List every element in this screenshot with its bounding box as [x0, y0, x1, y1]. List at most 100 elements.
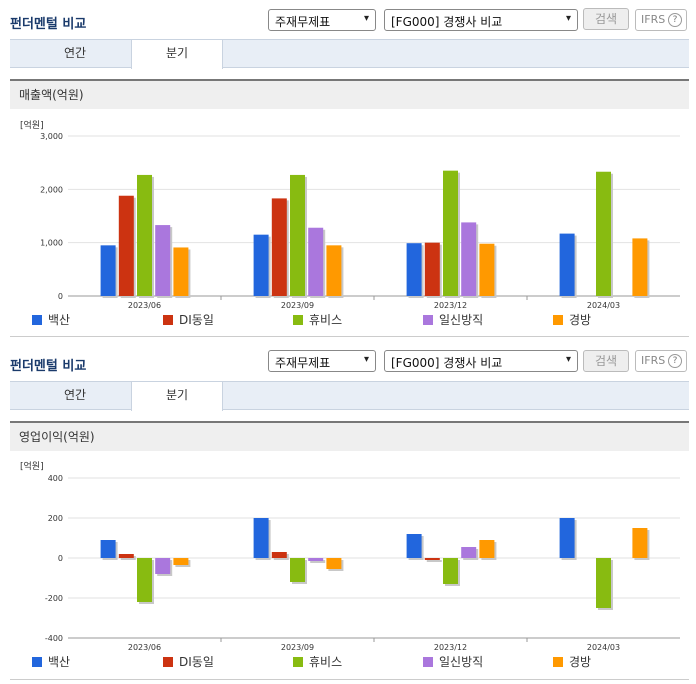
bar-shadow [426, 560, 442, 562]
panel-title: 펀더멘털 비교 [10, 17, 87, 32]
bar [137, 558, 152, 602]
compare-select-value: [FG000] 경쟁사 비교 [391, 15, 503, 29]
compare-select-value: [FG000] 경쟁사 비교 [391, 356, 503, 370]
help-icon: ? [668, 354, 682, 368]
y-tick-label: 400 [48, 474, 63, 483]
chart-title: 매출액(억원) [10, 79, 689, 109]
bar [479, 540, 495, 558]
bar [632, 528, 648, 558]
legend-label: DI동일 [179, 313, 214, 327]
tab-quarterly[interactable]: 분기 [131, 40, 223, 69]
divider [10, 336, 689, 337]
bar [308, 227, 324, 296]
chart-title: 영업이익(억원) [10, 421, 689, 451]
bar [290, 174, 305, 296]
y-tick-label: 1,000 [40, 239, 63, 248]
legend-swatch [163, 657, 173, 667]
bar [596, 171, 611, 296]
bar [559, 518, 575, 558]
unit-label: [억원] [20, 121, 44, 131]
bar [596, 558, 611, 608]
compare-select[interactable]: [FG000] 경쟁사 비교 ▾ [384, 9, 578, 31]
y-tick-label: 3,000 [40, 132, 63, 141]
sales-chart: 0 1,000 2,000 3,000 2023/06 2023/09 2023/12 202… [40, 132, 680, 310]
bar [290, 558, 305, 582]
statement-select-value: 주재무제표 [275, 15, 331, 29]
statement-select[interactable]: 주재무제표 ▾ [268, 350, 376, 372]
bar [271, 552, 287, 558]
ifrs-button[interactable]: IFRS ? [635, 350, 687, 372]
legend-item-kyungbang: 경방 [553, 313, 591, 327]
unit-label: [억원] [20, 462, 44, 472]
legend-item-ilshin: 일신방직 [423, 313, 483, 327]
legend-label: 백산 [48, 313, 71, 327]
legend-swatch [32, 315, 42, 325]
bar [559, 233, 575, 296]
y-tick-label: -200 [45, 594, 63, 603]
bar [632, 238, 648, 296]
divider [10, 679, 689, 680]
legend-item-didongil: DI동일 [163, 655, 214, 669]
ifrs-button[interactable]: IFRS ? [635, 9, 687, 31]
bar [100, 245, 116, 296]
fundamental-panel-op-income: 펀더멘털 비교 주재무제표 ▾ [FG000] 경쟁사 비교 ▾ 검색 IFRS… [0, 342, 696, 684]
x-tick-label: 2023/09 [281, 301, 314, 310]
legend-swatch [423, 315, 433, 325]
legend-item-kyungbang: 경방 [553, 655, 591, 669]
bar [406, 534, 422, 558]
legend-swatch [553, 657, 563, 667]
bar [479, 243, 495, 296]
legend-label: 경방 [569, 655, 592, 669]
legend-swatch [293, 315, 303, 325]
chevron-down-icon: ▾ [363, 13, 369, 24]
legend-item-baeksan: 백산 [32, 313, 70, 327]
legend-item-huvis: 휴비스 [293, 655, 342, 669]
search-button[interactable]: 검색 [583, 8, 629, 30]
legend-label: 경방 [569, 313, 592, 327]
bar [155, 558, 171, 574]
legend-label: 휴비스 [309, 655, 343, 669]
tab-annual[interactable]: 연간 [63, 46, 87, 60]
fundamental-panel-sales: 펀더멘털 비교 주재무제표 ▾ [FG000] 경쟁사 비교 ▾ 검색 IFRS… [0, 0, 696, 340]
legend-label: 일신방직 [439, 655, 484, 669]
bar [173, 247, 189, 296]
chevron-down-icon: ▾ [363, 354, 369, 365]
bar [173, 558, 189, 565]
panel-title: 펀더멘털 비교 [10, 359, 87, 374]
statement-select-value: 주재무제표 [275, 356, 331, 370]
x-tick-label: 2024/03 [587, 643, 620, 652]
x-tick-label: 2024/03 [587, 301, 620, 310]
tab-annual[interactable]: 연간 [63, 388, 87, 402]
x-tick-label: 2023/09 [281, 643, 314, 652]
x-tick-label: 2023/06 [128, 643, 161, 652]
legend-swatch [553, 315, 563, 325]
ifrs-label: IFRS [641, 354, 666, 367]
bar [443, 558, 458, 584]
bar [271, 198, 287, 296]
bar [326, 558, 342, 569]
help-icon: ? [668, 13, 682, 27]
bar [461, 222, 477, 296]
legend-item-baeksan: 백산 [32, 655, 70, 669]
statement-select[interactable]: 주재무제표 ▾ [268, 9, 376, 31]
legend-swatch [293, 657, 303, 667]
y-tick-label: -400 [45, 634, 63, 643]
tab-quarterly[interactable]: 분기 [131, 382, 223, 411]
x-tick-label: 2023/12 [434, 301, 467, 310]
y-tick-label: 0 [58, 292, 63, 301]
bar [443, 170, 458, 296]
bar [118, 195, 134, 296]
ifrs-label: IFRS [641, 13, 666, 26]
legend-item-huvis: 휴비스 [293, 313, 342, 327]
bar [137, 174, 152, 296]
search-button[interactable]: 검색 [583, 350, 629, 372]
legend-item-didongil: DI동일 [163, 313, 214, 327]
legend-swatch [32, 657, 42, 667]
x-tick-label: 2023/06 [128, 301, 161, 310]
compare-select[interactable]: [FG000] 경쟁사 비교 ▾ [384, 350, 578, 372]
bar [406, 243, 422, 296]
op-income-chart: -400 -200 0 200 400 2023/06 2023/09 2023/12 2024… [45, 474, 680, 652]
legend-label: 일신방직 [439, 313, 484, 327]
bar [100, 540, 116, 558]
y-tick-label: 200 [48, 514, 63, 523]
